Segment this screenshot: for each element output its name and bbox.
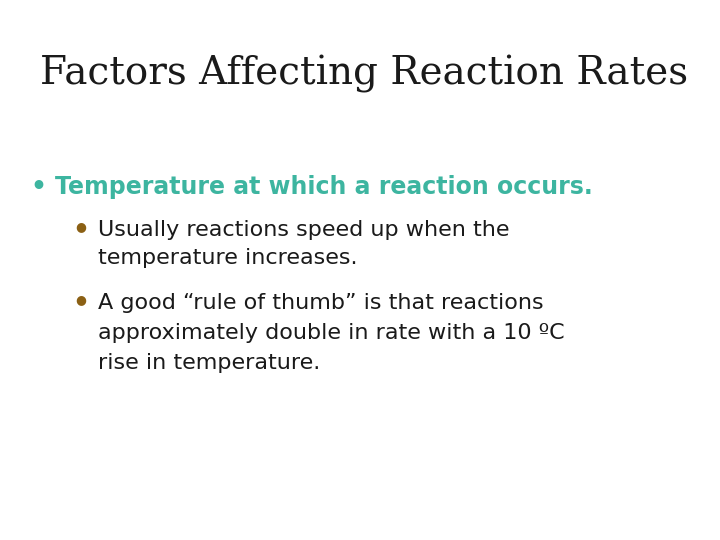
Text: ●: ● [75, 293, 86, 306]
Text: Factors Affecting Reaction Rates: Factors Affecting Reaction Rates [40, 55, 688, 93]
Text: Temperature at which a reaction occurs.: Temperature at which a reaction occurs. [55, 175, 593, 199]
Text: •: • [30, 175, 46, 199]
Text: A good “rule of thumb” is that reactions: A good “rule of thumb” is that reactions [98, 293, 544, 313]
Text: rise in temperature.: rise in temperature. [98, 353, 320, 373]
Text: ●: ● [75, 220, 86, 233]
Text: temperature increases.: temperature increases. [98, 248, 358, 268]
Text: approximately double in rate with a 10 ºC: approximately double in rate with a 10 º… [98, 323, 564, 343]
Text: Usually reactions speed up when the: Usually reactions speed up when the [98, 220, 510, 240]
